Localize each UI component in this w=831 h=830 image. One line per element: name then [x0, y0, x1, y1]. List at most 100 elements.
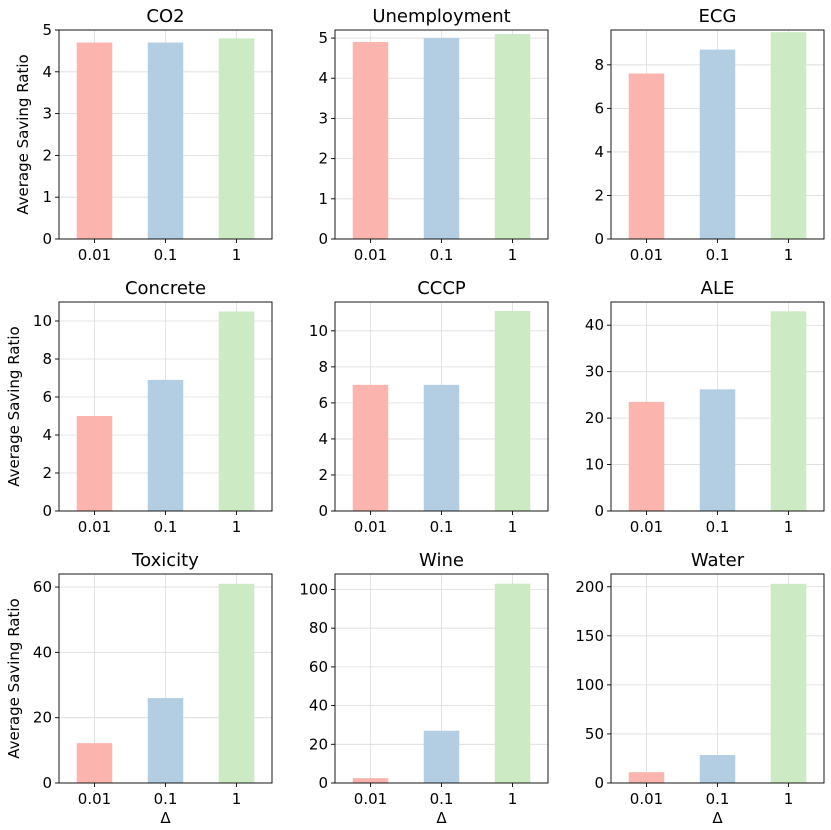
y-tick-label: 8 — [42, 350, 52, 368]
y-tick-label: 2 — [318, 466, 328, 484]
bar-0.1 — [699, 389, 736, 511]
subplot-water: 0 50 100 150 200 0.01 0.1 1 Water Δ — [575, 550, 825, 827]
bar-0.1 — [147, 379, 184, 511]
y-tick-label: 40 — [585, 316, 604, 334]
bar-1 — [494, 311, 531, 511]
y-tick-label: 0 — [594, 502, 604, 520]
y-tick-label: 3 — [318, 109, 328, 127]
bar-1 — [218, 311, 255, 511]
subplot-toxicity: 0 20 40 60 0.01 0.1 1 Toxicity Average Saving Ra… — [5, 550, 273, 827]
y-tick-label: 4 — [594, 143, 604, 161]
x-tick-label: 0.1 — [706, 246, 730, 264]
y-tick-label: 4 — [42, 63, 52, 81]
x-tick-label: 0.01 — [630, 246, 663, 264]
subplot-title: Wine — [419, 550, 464, 571]
y-tick-label: 20 — [309, 735, 328, 753]
y-tick-label: 4 — [318, 430, 328, 448]
bar-0.01 — [76, 743, 113, 783]
y-tick-label: 50 — [585, 725, 604, 743]
bar-1 — [494, 583, 531, 783]
y-tick-label: 0 — [42, 774, 52, 792]
x-tick-label: 1 — [784, 790, 794, 808]
y-tick-label: 6 — [594, 99, 604, 117]
subplot-title: CCCP — [417, 278, 466, 299]
y-tick-label: 2 — [42, 146, 52, 164]
bar-0.01 — [352, 778, 389, 783]
subplot-title: Toxicity — [131, 550, 199, 571]
y-tick-label: 6 — [318, 394, 328, 412]
y-tick-label: 2 — [318, 150, 328, 168]
x-tick-label: 0.01 — [78, 518, 111, 536]
y-tick-label: 20 — [33, 709, 52, 727]
y-axis-label: Average Saving Ratio — [14, 54, 32, 214]
subplot-ale: 0 10 20 30 40 0.01 0.1 1 ALE — [585, 278, 825, 536]
x-tick-label: 0.1 — [706, 518, 730, 536]
bar-0.01 — [76, 416, 113, 511]
bar-0.1 — [423, 384, 460, 511]
y-tick-label: 2 — [594, 186, 604, 204]
bar-1 — [218, 583, 255, 783]
x-tick-label: 0.1 — [154, 518, 178, 536]
x-tick-label: 0.01 — [630, 518, 663, 536]
y-tick-label: 4 — [318, 69, 328, 87]
x-tick-label: 0.01 — [354, 790, 387, 808]
bar-0.1 — [147, 42, 184, 239]
x-tick-label: 0.1 — [706, 790, 730, 808]
x-tick-label: 0.01 — [78, 246, 111, 264]
y-axis-label: Average Saving Ratio — [5, 326, 23, 486]
y-tick-label: 30 — [585, 363, 604, 381]
x-tick-label: 1 — [508, 790, 518, 808]
y-tick-label: 5 — [42, 21, 52, 39]
x-tick-label: 0.1 — [430, 246, 454, 264]
bar-0.1 — [699, 755, 736, 783]
x-tick-label: 0.01 — [354, 246, 387, 264]
y-tick-label: 3 — [42, 105, 52, 123]
y-tick-label: 1 — [318, 190, 328, 208]
y-tick-label: 4 — [42, 426, 52, 444]
bar-0.1 — [147, 698, 184, 783]
y-tick-label: 20 — [585, 409, 604, 427]
bar-1 — [770, 583, 807, 783]
bar-0.01 — [76, 42, 113, 239]
y-tick-label: 0 — [318, 230, 328, 248]
subplot-title: Water — [691, 550, 745, 571]
bar-0.1 — [423, 730, 460, 783]
bar-1 — [218, 38, 255, 239]
x-tick-label: 0.01 — [354, 518, 387, 536]
y-tick-label: 60 — [309, 658, 328, 676]
x-tick-label: 0.1 — [154, 246, 178, 264]
y-tick-label: 0 — [318, 774, 328, 792]
subplot-title: ALE — [701, 278, 735, 299]
bar-1 — [770, 32, 807, 240]
x-tick-label: 0.01 — [78, 790, 111, 808]
bar-0.01 — [628, 401, 665, 511]
subplot-unemployment: 0 1 2 3 4 5 0.01 0.1 1 Unemployment — [318, 6, 549, 264]
subplot-co2: 0 1 2 3 4 5 0.01 0.1 1 CO2 Average Saving Ratio — [14, 6, 273, 264]
y-tick-label: 0 — [42, 230, 52, 248]
bar-0.1 — [423, 38, 460, 240]
x-axis-label: Δ — [160, 809, 171, 827]
y-tick-label: 2 — [42, 464, 52, 482]
y-tick-label: 10 — [33, 312, 52, 330]
y-tick-label: 150 — [575, 627, 604, 645]
subplot-title: Concrete — [125, 278, 206, 299]
y-tick-label: 0 — [318, 502, 328, 520]
y-tick-label: 60 — [33, 578, 52, 596]
bar-0.1 — [699, 49, 736, 239]
y-tick-label: 100 — [575, 676, 604, 694]
subplot-title: Unemployment — [372, 6, 510, 27]
y-tick-label: 40 — [309, 697, 328, 715]
y-tick-label: 10 — [309, 322, 328, 340]
y-tick-label: 8 — [594, 56, 604, 74]
subplot-title: ECG — [699, 6, 737, 27]
x-tick-label: 0.1 — [430, 790, 454, 808]
x-axis-label: Δ — [712, 809, 723, 827]
x-tick-label: 1 — [784, 518, 794, 536]
y-tick-label: 0 — [594, 230, 604, 248]
x-tick-label: 1 — [508, 246, 518, 264]
x-axis-label: Δ — [436, 809, 447, 827]
x-tick-label: 1 — [232, 518, 242, 536]
bar-0.01 — [352, 42, 389, 239]
x-tick-label: 1 — [232, 246, 242, 264]
x-tick-label: 1 — [508, 518, 518, 536]
